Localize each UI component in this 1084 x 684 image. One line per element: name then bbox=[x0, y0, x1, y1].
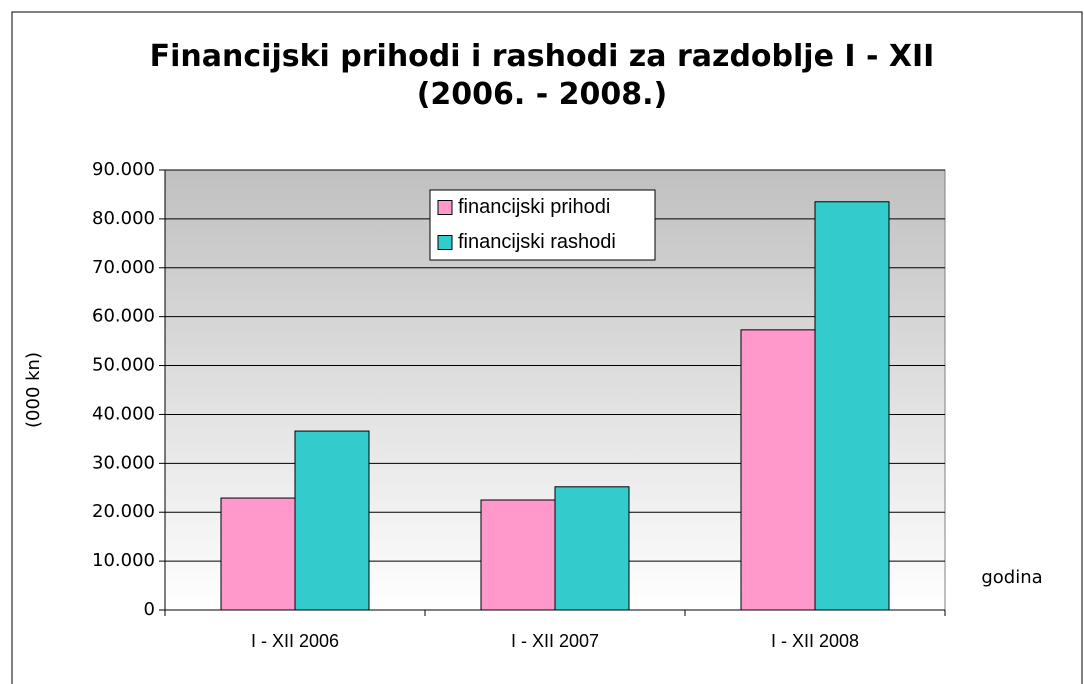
y-tick-label: 20.000 bbox=[92, 501, 155, 522]
legend-label: financijski prihodi bbox=[458, 196, 610, 218]
x-tick-label: I - XII 2007 bbox=[511, 631, 599, 651]
bar bbox=[814, 201, 890, 611]
bar bbox=[294, 430, 370, 611]
y-axis-label: (000 kn) bbox=[23, 352, 44, 428]
frame bbox=[11, 11, 1083, 684]
y-tick-label: 70.000 bbox=[92, 257, 155, 278]
bar bbox=[480, 499, 556, 611]
chart-title: Financijski prihodi i rashodi za razdobl… bbox=[149, 39, 935, 112]
x-tick-label: I - XII 2006 bbox=[251, 631, 339, 651]
legend-swatch bbox=[437, 235, 453, 250]
y-tick-label: 30.000 bbox=[92, 452, 155, 473]
y-tick-label: 0 bbox=[144, 599, 155, 620]
y-tick-label: 60.000 bbox=[92, 306, 155, 327]
y-tick-label: 50.000 bbox=[92, 355, 155, 376]
y-tick-label: 10.000 bbox=[92, 550, 155, 571]
x-tick-label: I - XII 2008 bbox=[771, 631, 859, 651]
bar bbox=[740, 329, 816, 611]
x-axis-label: godina bbox=[981, 567, 1042, 588]
bar bbox=[554, 486, 630, 611]
y-tick-label: 80.000 bbox=[92, 208, 155, 229]
legend-box bbox=[429, 189, 656, 261]
bar bbox=[220, 497, 296, 611]
legend-swatch bbox=[437, 200, 453, 215]
legend-label: financijski rashodi bbox=[458, 231, 616, 253]
y-tick-label: 40.000 bbox=[92, 403, 155, 424]
y-tick-label: 90.000 bbox=[92, 159, 155, 180]
